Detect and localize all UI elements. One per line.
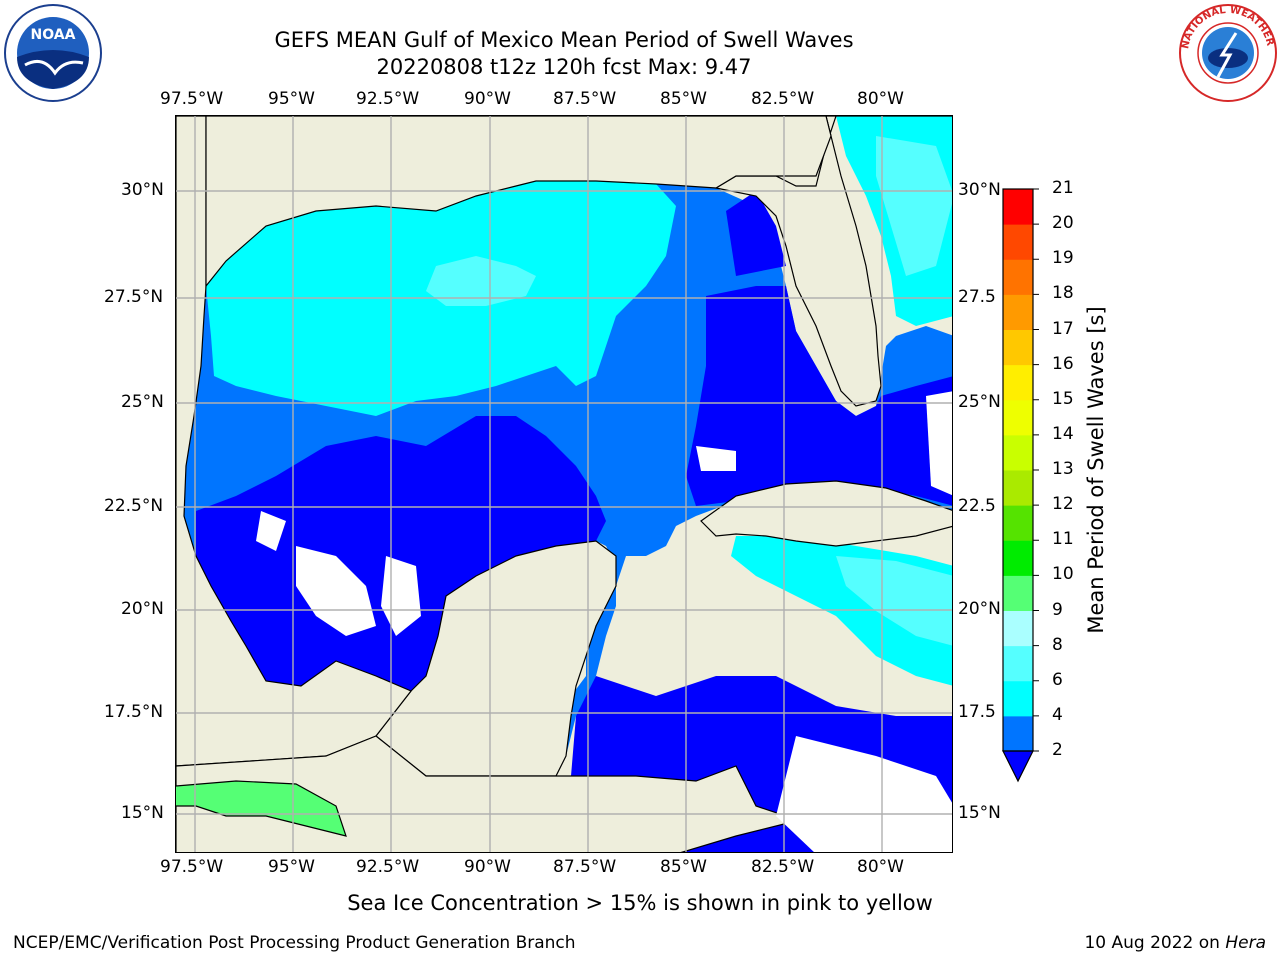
contour-period-9-pacific xyxy=(176,781,346,836)
lat-tick-right: 22.5 xyxy=(958,496,996,516)
lon-tick-top: 95°W xyxy=(268,89,315,109)
graticule xyxy=(176,116,952,852)
no-data-patch xyxy=(256,511,286,551)
colorbar-tick-label: 9 xyxy=(1052,599,1063,620)
lon-tick-bottom: 90°W xyxy=(464,857,511,877)
colorbar-tick-label: 11 xyxy=(1052,529,1074,550)
contour-period-6-north-patch xyxy=(426,256,536,306)
colorbar-tick-label: 19 xyxy=(1052,248,1074,269)
lat-tick-left: 27.5°N xyxy=(104,287,164,307)
colorbar-tick-label: 6 xyxy=(1052,669,1063,690)
colorbar-band xyxy=(1003,189,1033,225)
colorbar-band xyxy=(1003,259,1033,295)
colorbar-extend-min xyxy=(1002,750,1034,783)
lat-tick-left: 17.5°N xyxy=(104,702,164,722)
lat-tick-left: 22.5°N xyxy=(104,496,164,516)
colorbar-band xyxy=(1003,715,1033,752)
colorbar-band xyxy=(1003,364,1033,401)
contour-period-6-caribbean xyxy=(836,556,952,646)
map-canvas xyxy=(176,116,952,852)
colorbar-tick-label: 4 xyxy=(1052,704,1063,725)
contour-period-2-west xyxy=(196,416,606,691)
footer-date: 10 Aug 2022 on Hera xyxy=(1084,933,1266,953)
lat-tick-left: 25°N xyxy=(121,392,164,412)
no-data-patch xyxy=(776,736,952,852)
colorbar-tick-label: 12 xyxy=(1052,494,1074,515)
colorbar-tick-label: 13 xyxy=(1052,459,1074,479)
colorbar-tick-label: 8 xyxy=(1052,634,1063,655)
colorbar-tick-label: 20 xyxy=(1052,213,1074,234)
contour-period-2-east xyxy=(686,286,952,506)
colorbar-band xyxy=(1003,680,1033,717)
no-data-patch xyxy=(696,446,736,471)
land-us-gulf-coast xyxy=(205,116,832,288)
colorbar-tick-label: 2 xyxy=(1052,740,1063,760)
colorbar-tick-label: 10 xyxy=(1052,564,1074,585)
lon-tick-bottom: 92.5°W xyxy=(356,857,420,877)
colorbar-band xyxy=(1003,645,1033,682)
lon-tick-top: 82.5°W xyxy=(751,89,815,109)
colorbar-band xyxy=(1003,470,1033,506)
lat-tick-right: 15°N xyxy=(958,803,1001,823)
colorbar-tick-label: 14 xyxy=(1052,423,1074,444)
footer-credit: NCEP/EMC/Verification Post Processing Pr… xyxy=(13,933,576,953)
colorbar-band xyxy=(1003,434,1033,471)
contour-period-2-far-east xyxy=(726,191,786,276)
colorbar-tick-label: 16 xyxy=(1052,353,1074,374)
colorbar-tick-label: 21 xyxy=(1052,178,1074,198)
colorbar-tick-label: 15 xyxy=(1052,388,1074,409)
footer-host: Hera xyxy=(1225,933,1266,953)
lat-tick-left: 20°N xyxy=(121,599,164,619)
noaa-logo-icon: NOAA xyxy=(4,4,102,102)
lat-tick-left: 30°N xyxy=(121,180,164,200)
colorbar-band xyxy=(1003,505,1033,541)
lat-tick-right: 20°N xyxy=(958,599,1001,619)
lon-tick-top: 92.5°W xyxy=(356,89,420,109)
lon-tick-top: 80°W xyxy=(857,89,904,109)
noaa-logo-text: NOAA xyxy=(31,27,76,43)
colorbar-band xyxy=(1003,224,1033,260)
colorbar-band xyxy=(1003,329,1033,366)
colorbar-band xyxy=(1003,610,1033,647)
colorbar-tick-label: 18 xyxy=(1052,283,1074,304)
colorbar-band xyxy=(1003,294,1033,330)
lat-tick-right: 30°N xyxy=(958,180,1001,200)
colorbar-tick-label: 17 xyxy=(1052,318,1074,339)
colorbar xyxy=(1002,188,1039,783)
no-data-patch xyxy=(926,391,952,496)
land-florida xyxy=(714,116,952,407)
lon-tick-top: 97.5°W xyxy=(160,89,224,109)
map-title: GEFS MEAN Gulf of Mexico Mean Period of … xyxy=(274,28,854,52)
lon-tick-bottom: 82.5°W xyxy=(751,857,815,877)
contour-period-6-atlantic xyxy=(876,136,952,276)
lat-tick-right: 17.5 xyxy=(958,702,996,722)
lon-tick-top: 85°W xyxy=(660,89,707,109)
colorbar-band xyxy=(1003,399,1033,436)
lon-tick-bottom: 85°W xyxy=(660,857,707,877)
lon-tick-top: 90°W xyxy=(464,89,511,109)
nws-logo-icon: NATIONAL WEATHER SERVICE xyxy=(1178,3,1277,102)
colorbar-band xyxy=(1003,575,1033,611)
sea-ice-caption-text: Sea Ice Concentration > 15% is shown in … xyxy=(347,891,933,915)
lon-tick-bottom: 80°W xyxy=(857,857,904,877)
lon-tick-bottom: 95°W xyxy=(268,857,315,877)
map-subtitle: 20220808 t12z 120h fcst Max: 9.47 xyxy=(376,55,752,79)
land-yucatan xyxy=(375,540,617,777)
lon-tick-bottom: 87.5°W xyxy=(553,857,617,877)
map-panel xyxy=(175,115,953,853)
lat-tick-left: 15°N xyxy=(121,803,164,823)
no-data-patch xyxy=(296,546,376,636)
lon-tick-top: 87.5°W xyxy=(553,89,617,109)
sea-ice-caption: Sea Ice Concentration > 15% is shown in … xyxy=(0,891,1280,915)
lon-tick-bottom: 97.5°W xyxy=(160,857,224,877)
colorbar-band xyxy=(1003,540,1033,576)
land-cuba xyxy=(700,480,952,547)
lat-tick-right: 25°N xyxy=(958,392,1001,412)
footer-date-text: 10 Aug 2022 on xyxy=(1084,933,1226,953)
land-mexico xyxy=(176,116,412,767)
lat-tick-right: 27.5 xyxy=(958,287,996,307)
colorbar-title: Mean Period of Swell Waves [s] xyxy=(1084,306,1108,634)
